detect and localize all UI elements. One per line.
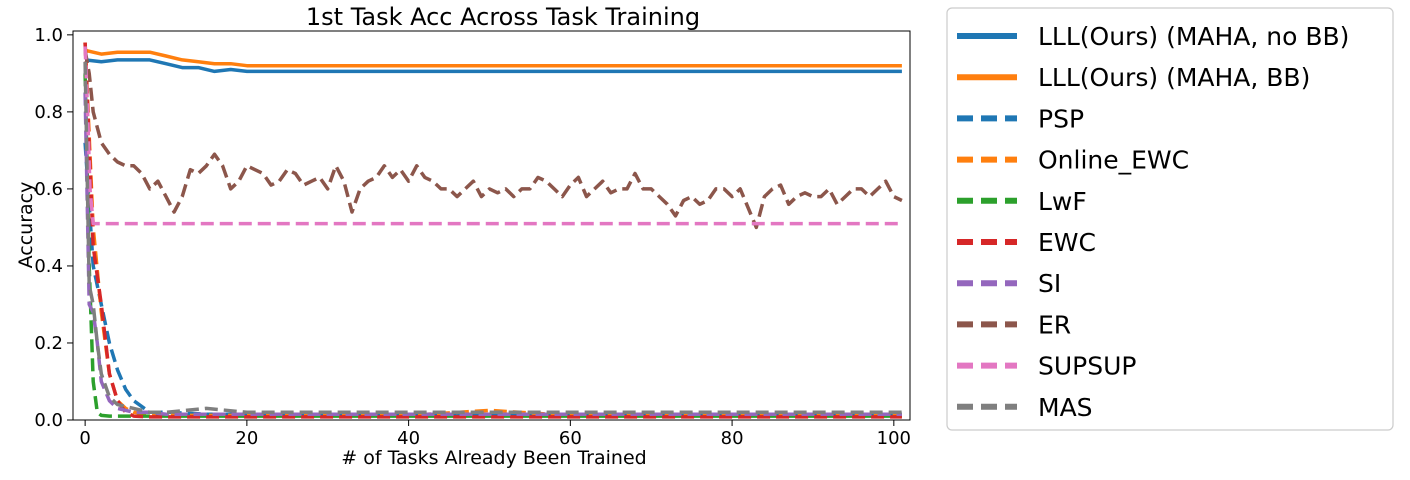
series-line-8 (83, 49, 903, 230)
x-axis-label: # of Tasks Already Been Trained (341, 447, 646, 469)
x-tick-label: 0 (79, 428, 90, 449)
series-line-1 (84, 58, 902, 74)
series-line-3 (83, 142, 902, 416)
legend: LLL(Ours) (MAHA, no BB) LLL(Ours) (MAHA, … (946, 7, 1394, 431)
y-tick-label: 0.6 (34, 179, 63, 200)
y-tick-label: 1.0 (34, 25, 63, 46)
legend-label-3: PSP (1038, 104, 1084, 133)
legend-label-7: SI (1038, 269, 1061, 298)
legend-label-9: SUPSUP (1038, 352, 1137, 381)
series-line-6 (83, 42, 902, 419)
x-tick-label: 60 (559, 428, 582, 449)
legend-label-5: LwF (1038, 187, 1087, 216)
series-line-4 (83, 42, 902, 418)
y-tick-label: 0.4 (34, 256, 63, 277)
series-line-10 (83, 61, 902, 415)
y-tick-label: 0.2 (34, 333, 63, 354)
y-axis: 0.0 0.2 0.4 0.6 0.8 1.0 (34, 25, 73, 431)
legend-frame (946, 7, 1394, 431)
legend-label-1: LLL(Ours) (MAHA, no BB) (1038, 22, 1349, 51)
series-line-2 (84, 48, 902, 68)
x-axis: 0 20 40 60 80 100 (79, 420, 911, 449)
x-tick-label: 20 (235, 428, 258, 449)
series-line-9 (83, 46, 902, 226)
y-axis-label: Accuracy (15, 182, 37, 269)
y-tick-label: 0.0 (34, 410, 63, 431)
legend-label-8: ER (1038, 310, 1071, 339)
x-tick-label: 40 (397, 428, 420, 449)
legend-label-10: MAS (1038, 393, 1093, 422)
x-tick-label: 80 (721, 428, 744, 449)
plot-frame (72, 30, 911, 421)
series-group (83, 42, 903, 419)
legend-label-2: LLL(Ours) (MAHA, BB) (1038, 63, 1310, 92)
chart-title: 1st Task Acc Across Task Training (306, 3, 700, 31)
y-tick-label: 0.8 (34, 102, 63, 123)
legend-label-4: Online_EWC (1038, 146, 1189, 175)
x-tick-label: 100 (877, 428, 911, 449)
legend-label-6: EWC (1038, 228, 1096, 257)
series-line-7 (83, 92, 902, 416)
series-line-5 (83, 73, 902, 418)
